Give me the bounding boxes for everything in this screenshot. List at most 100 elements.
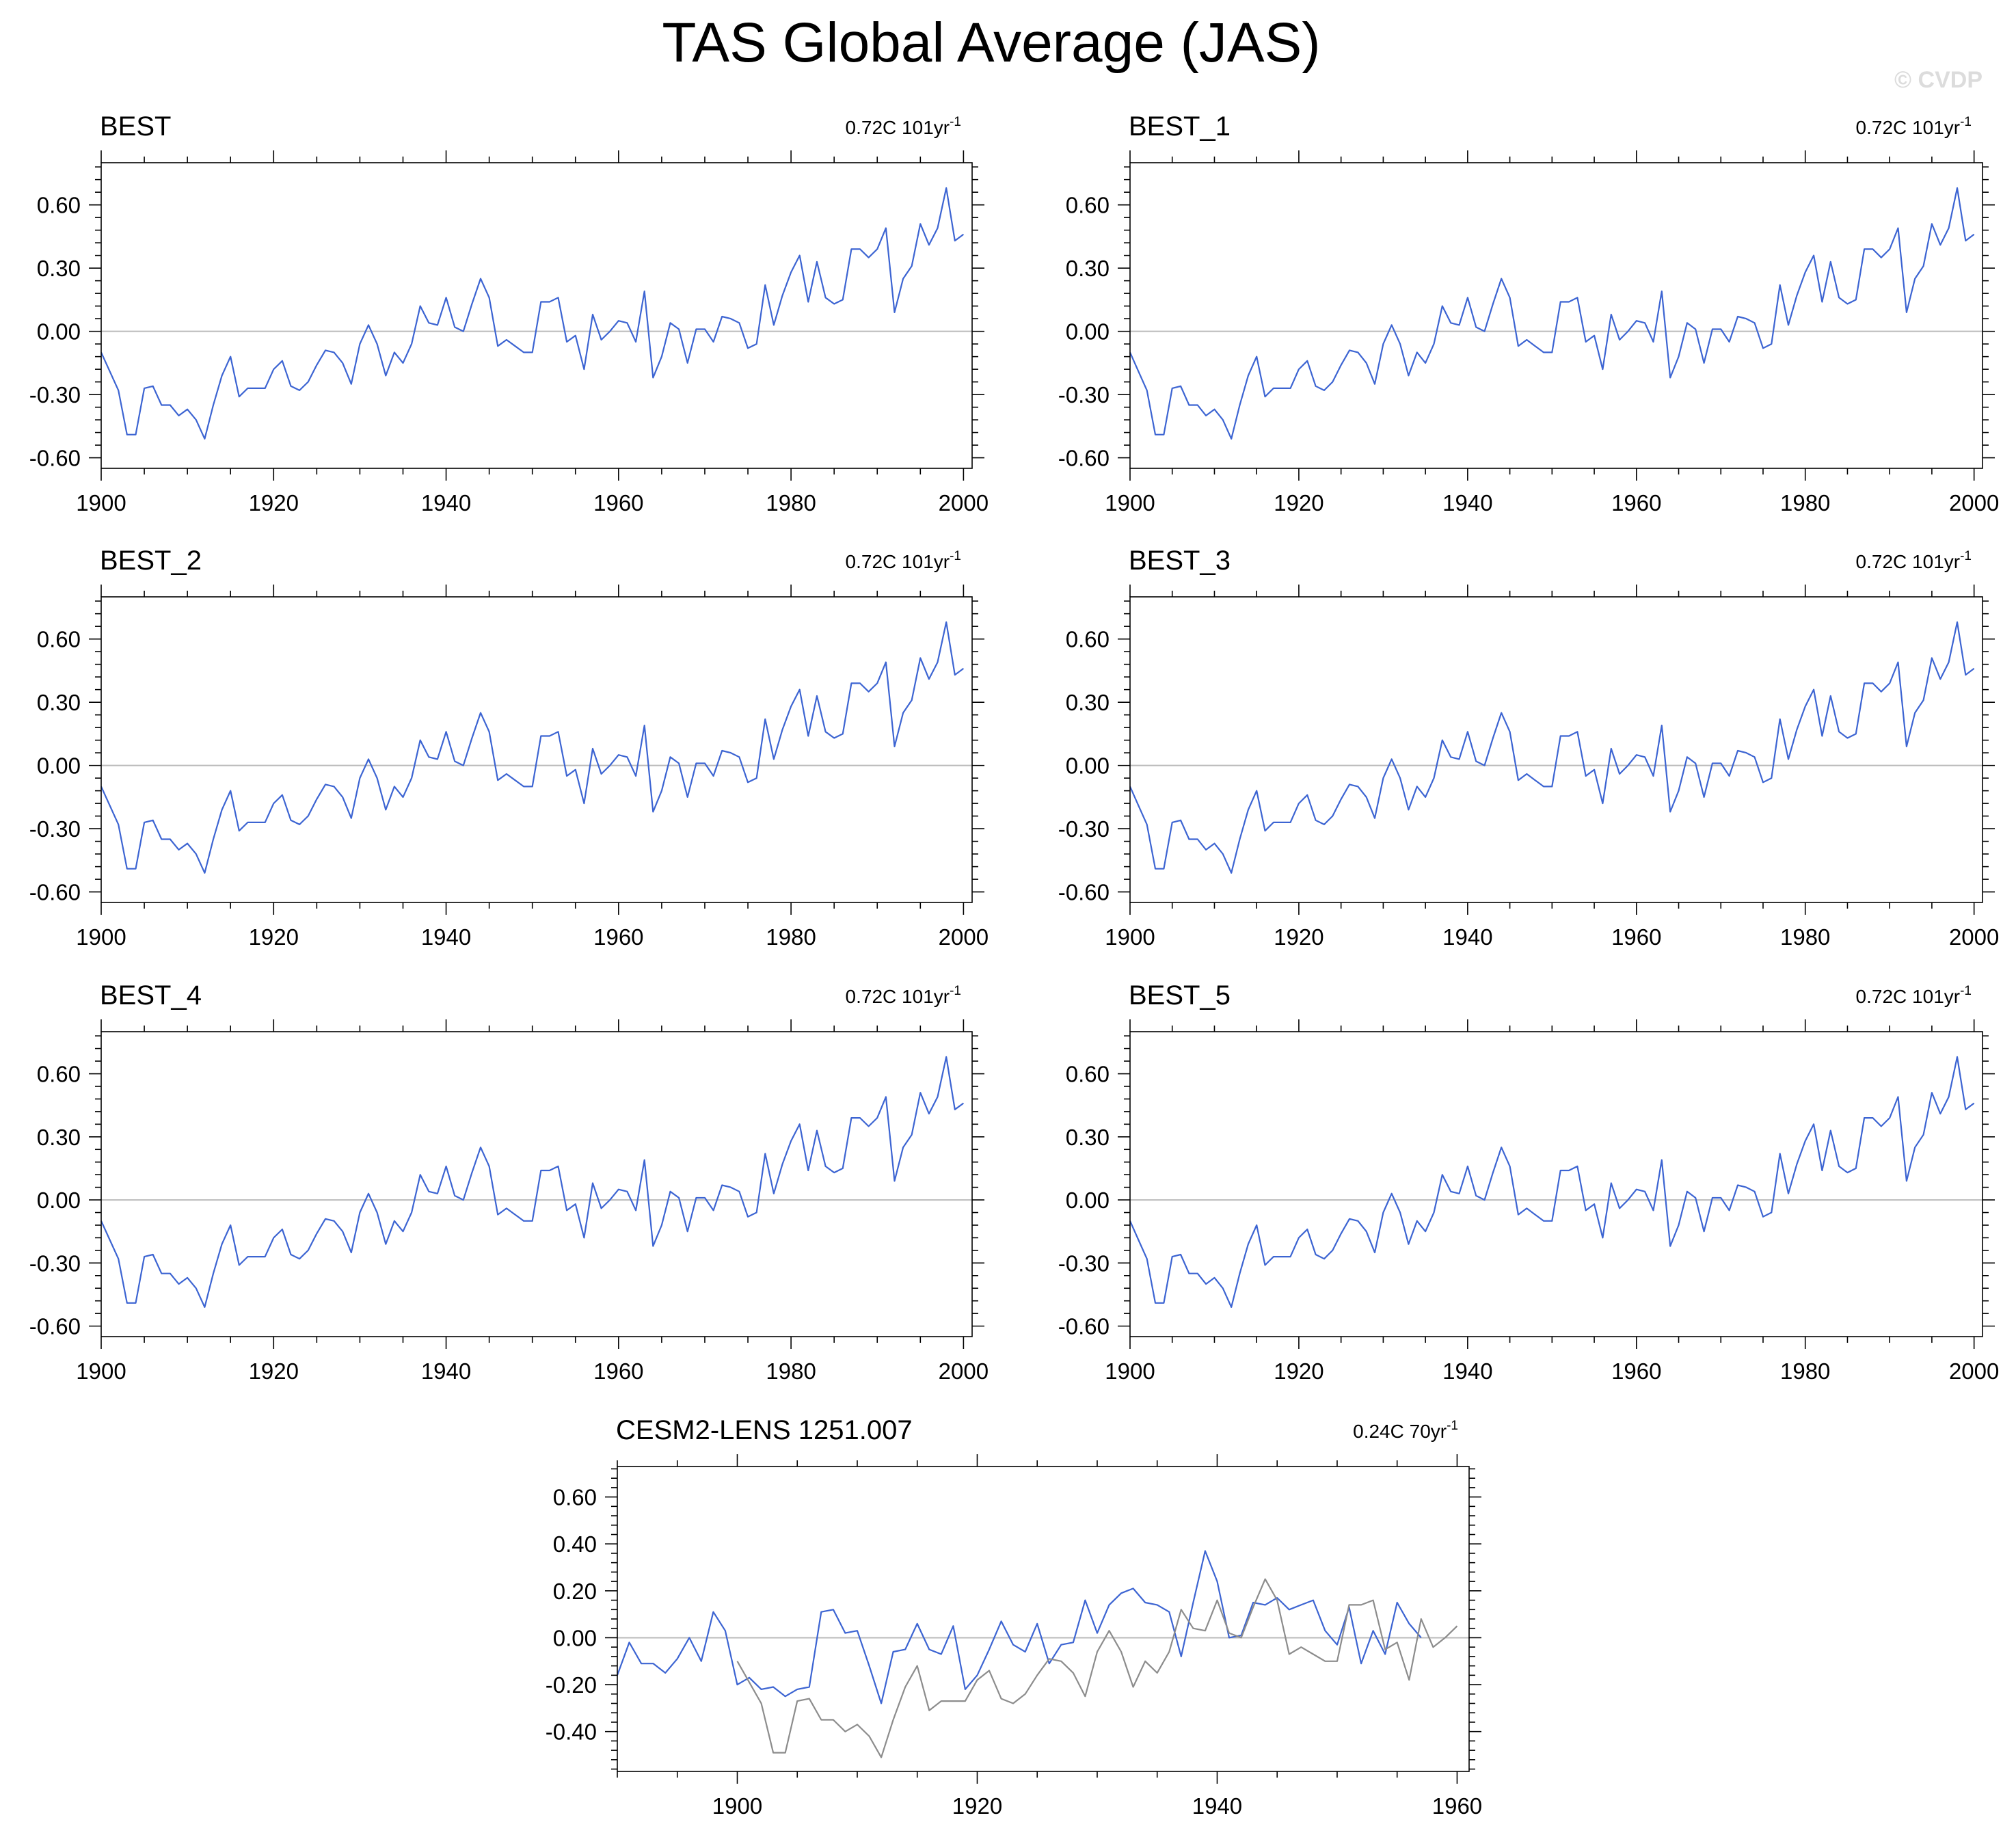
y-tick-label: 0.60 — [1066, 1062, 1110, 1087]
y-tick-label: 0.30 — [37, 256, 81, 281]
axis-ticks — [89, 1019, 984, 1349]
y-tick-label: -0.60 — [1058, 446, 1110, 471]
trend-value: 0.72C 101yr — [846, 551, 950, 572]
x-tick-label: 1960 — [1611, 924, 1661, 950]
y-tick-label: 0.00 — [1066, 1188, 1110, 1213]
chart-panel-1: -0.60 -0.30 0.00 0.30 0.60 1900 1920 1940 1960 19… — [29, 111, 989, 515]
y-tick-label: -0.30 — [29, 382, 81, 407]
y-tick-label: 0.60 — [37, 1062, 81, 1087]
chart-panel-7: -0.40 -0.20 0.00 0.20 0.40 0.60 1900 1920 1940 19… — [546, 1415, 1482, 1819]
y-tick-label: 0.00 — [37, 753, 81, 779]
panel-title: BEST_5 — [1129, 980, 1231, 1010]
x-tick-label: 1920 — [1274, 924, 1323, 950]
plot-frame — [1129, 162, 1983, 469]
chart-panel-5: -0.60 -0.30 0.00 0.30 0.60 1900 1920 1940 1960 19… — [29, 980, 989, 1384]
plot-frame — [100, 162, 973, 469]
panels-group: -0.60 -0.30 0.00 0.30 0.60 1900 1920 1940 1960 19… — [29, 111, 2000, 1819]
x-tick-label: 1940 — [1442, 1358, 1492, 1384]
y-tick-label: -0.60 — [1058, 1314, 1110, 1339]
trend-value: 0.72C 101yr — [1856, 117, 1961, 138]
figure-title: TAS Global Average (JAS) — [662, 12, 1320, 74]
trend-label: 0.72C 101yr-1 — [1856, 549, 1972, 572]
x-tick-label: 2000 — [1949, 490, 1999, 515]
x-tick-label: 1900 — [76, 1358, 126, 1384]
panel-title: CESM2-LENS 1251.007 — [616, 1415, 913, 1445]
cvdp-watermark: © CVDP — [1894, 67, 1983, 93]
x-tick-label: 1900 — [1105, 490, 1155, 515]
axis-ticks — [1118, 585, 1995, 915]
trend-label: 0.72C 101yr-1 — [846, 984, 961, 1007]
panel-title: BEST — [100, 111, 171, 142]
y-tick-label: -0.30 — [29, 1250, 81, 1276]
x-tick-label: 1920 — [249, 924, 299, 950]
trend-label: 0.72C 101yr-1 — [846, 115, 961, 138]
series-line-1 — [100, 621, 965, 874]
x-tick-label: 1940 — [1442, 924, 1492, 950]
x-tick-label: 2000 — [939, 490, 989, 515]
y-tick-label: 0.00 — [37, 1188, 81, 1213]
y-tick-label: -0.30 — [1058, 382, 1110, 407]
x-tick-label: 1980 — [766, 1358, 816, 1384]
chart-panel-2: -0.60 -0.30 0.00 0.30 0.60 1900 1920 1940 1960 19… — [1058, 111, 2000, 515]
y-tick-label: 0.60 — [37, 627, 81, 652]
x-tick-label: 1980 — [1780, 924, 1830, 950]
x-tick-label: 1900 — [76, 924, 126, 950]
axis-ticks — [605, 1454, 1481, 1784]
trend-value: 0.72C 101yr — [1856, 551, 1961, 572]
panel-title: BEST_2 — [100, 546, 202, 576]
x-tick-label: 1940 — [421, 924, 471, 950]
y-tick-label: 0.30 — [37, 1125, 81, 1150]
x-tick-label: 1920 — [249, 490, 299, 515]
plot-frame — [100, 1031, 973, 1337]
series-line-2 — [736, 1578, 1458, 1758]
x-tick-label: 1980 — [1780, 1358, 1830, 1384]
plot-frame — [617, 1466, 1470, 1772]
y-tick-label: 0.60 — [37, 193, 81, 218]
y-tick-label: -0.30 — [1058, 816, 1110, 842]
x-tick-label: 1940 — [421, 1358, 471, 1384]
x-tick-label: 1940 — [1192, 1793, 1242, 1819]
x-tick-label: 1940 — [1442, 490, 1492, 515]
y-tick-label: 0.60 — [1066, 627, 1110, 652]
series-line-1 — [100, 187, 965, 440]
y-tick-label: -0.30 — [29, 816, 81, 842]
y-tick-label: -0.60 — [29, 880, 81, 905]
x-tick-label: 1960 — [593, 924, 643, 950]
plot-frame — [1129, 1031, 1983, 1337]
x-tick-label: 1920 — [952, 1793, 1002, 1819]
trend-exponent: -1 — [1447, 1419, 1458, 1433]
x-tick-label: 1960 — [593, 490, 643, 515]
x-tick-label: 1920 — [249, 1358, 299, 1384]
x-tick-label: 1920 — [1274, 1358, 1323, 1384]
x-tick-label: 1960 — [593, 1358, 643, 1384]
y-tick-label: -0.60 — [1058, 880, 1110, 905]
x-tick-label: 1920 — [1274, 490, 1323, 515]
trend-value: 0.24C 70yr — [1353, 1421, 1447, 1442]
axis-ticks — [1118, 1019, 1995, 1349]
trend-exponent: -1 — [1960, 984, 1972, 998]
y-tick-label: 0.60 — [1066, 193, 1110, 218]
x-tick-label: 1900 — [76, 490, 126, 515]
chart-panel-6: -0.60 -0.30 0.00 0.30 0.60 1900 1920 1940 1960 19… — [1058, 980, 2000, 1384]
y-tick-label: 0.30 — [1066, 690, 1110, 715]
x-tick-label: 2000 — [1949, 924, 1999, 950]
x-tick-label: 1980 — [766, 924, 816, 950]
series-line-1 — [1129, 621, 1975, 874]
x-tick-label: 1980 — [1780, 490, 1830, 515]
trend-exponent: -1 — [950, 115, 961, 129]
trend-value: 0.72C 101yr — [846, 117, 950, 138]
axis-ticks — [89, 585, 984, 915]
trend-exponent: -1 — [1960, 549, 1972, 563]
panel-title: BEST_1 — [1129, 111, 1231, 142]
trend-value: 0.72C 101yr — [1856, 986, 1961, 1007]
chart-panel-4: -0.60 -0.30 0.00 0.30 0.60 1900 1920 1940 1960 19… — [1058, 546, 2000, 950]
plot-frame — [1129, 596, 1983, 903]
trend-exponent: -1 — [950, 984, 961, 998]
trend-label: 0.24C 70yr-1 — [1353, 1419, 1458, 1442]
y-tick-label: -0.20 — [546, 1672, 597, 1698]
y-tick-label: 0.30 — [37, 690, 81, 715]
x-tick-label: 1940 — [421, 490, 471, 515]
series-line-1 — [616, 1550, 1422, 1704]
plot-frame — [100, 596, 973, 903]
y-tick-label: -0.60 — [29, 1314, 81, 1339]
